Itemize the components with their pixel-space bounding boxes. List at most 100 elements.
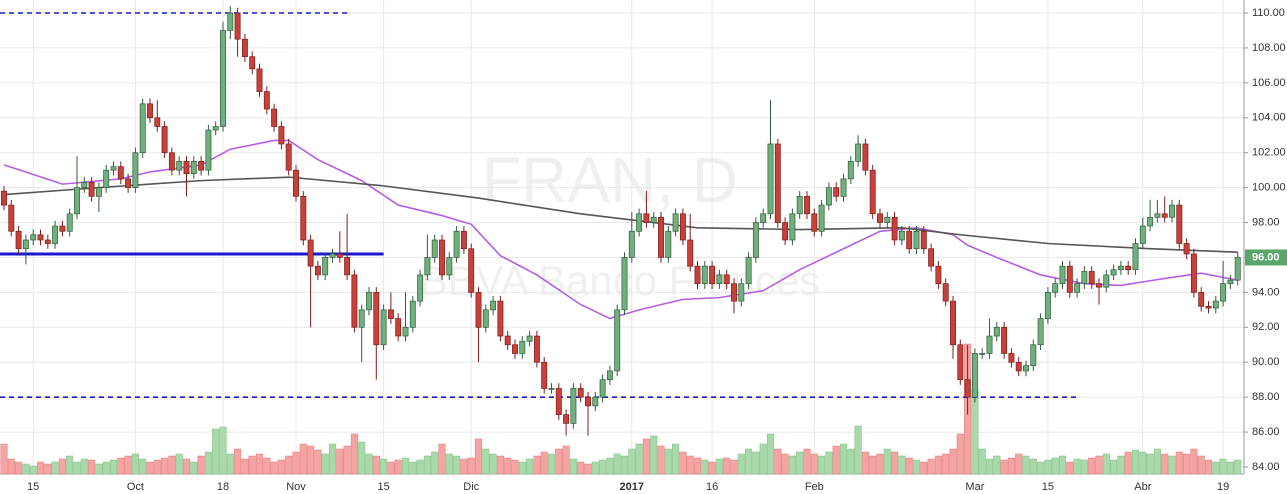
candle-body [227,12,234,31]
volume-bar [927,458,935,475]
candle-body [650,216,657,223]
watermark: FRAN, D [482,144,738,216]
volume-bar [248,455,256,475]
volume-bar [752,451,760,475]
volume-bar [88,459,96,475]
candle-body [329,253,336,258]
volume-bar [533,455,541,475]
candle-body [825,187,832,206]
x-tick-label: Mar [965,481,984,493]
volume-bar [496,455,504,475]
candle-body [1052,283,1059,293]
volume-bar [36,461,45,475]
candle-body [774,143,781,223]
candle-body [395,318,402,337]
candle-body [30,234,37,241]
volume-bar [1146,453,1154,475]
candle-body [971,353,978,398]
candle-body [424,257,431,276]
volume-bar [942,453,950,475]
candle-body [636,213,643,232]
candle-body [687,239,694,267]
candle-body [263,91,270,110]
volume-bar [358,441,366,475]
candle-body [1096,283,1102,288]
candle-body [906,230,913,250]
volume-bar [7,458,15,475]
candle-body [168,152,175,171]
candle-body [402,326,409,337]
candle-body [935,265,942,285]
candle-body [504,335,511,346]
volume-bar [1102,453,1110,475]
candle-body [1198,292,1205,307]
candle-body [606,370,613,381]
watermark-subtitle: BBVA Banco Frances [420,257,821,304]
candle-body [1212,300,1219,309]
candle-body [533,335,540,363]
volume-bar [1110,459,1118,475]
volume-bar [591,461,599,475]
candle-body [658,216,664,258]
volume-bar [343,445,351,475]
candle-body [139,103,146,154]
volume-bar [365,453,373,475]
candle-body [409,300,416,328]
volume-bar [1161,453,1169,475]
volume-bar [876,453,884,475]
y-tick-label: 100.00 [1252,182,1286,194]
candle-body [1117,265,1124,271]
volume-bar [715,458,723,475]
candle-body [621,257,628,311]
volume-bar [861,451,869,475]
candle-body [256,68,263,92]
candle-body [1008,353,1015,363]
volume-bar [285,455,293,475]
candle-body [592,396,599,407]
candle-body [913,230,920,250]
candle-body [66,213,73,232]
volume-bar [737,453,745,475]
candle-body [1088,271,1095,285]
volume-bar [73,461,81,475]
candle-body [1190,253,1197,293]
candle-body [103,169,110,188]
candle-body [1161,213,1168,218]
candle-body [380,309,387,346]
candle-body [752,222,759,258]
volume-bar [1015,453,1023,475]
volume-bar [745,448,753,475]
candle-body [453,230,460,258]
candle-body [1037,318,1044,346]
candle-body [585,396,591,407]
candle-body [154,117,161,127]
volume-bar [409,461,417,475]
candle-body [475,292,482,328]
volume-bar [182,458,191,475]
candle-body [52,225,59,244]
volume-bar [672,443,680,475]
candle-body [1234,257,1241,281]
candle-body [862,143,869,171]
volume-bar [15,461,23,475]
candle-body [1001,326,1008,354]
candle-body [344,257,351,276]
volume-bar [562,445,570,475]
candle-body [8,204,15,232]
volume-bar [314,449,322,475]
x-tick-label: Dic [463,481,479,493]
candle-body [804,195,810,215]
candle-body [796,195,803,215]
volume-bar [635,443,643,475]
volume-bar [1168,455,1176,475]
volume-bar [66,455,74,475]
candle-body [957,344,964,381]
candle-body [1154,213,1161,218]
candle-body [1103,274,1110,288]
volume-bar [445,453,453,475]
volume-bar [1095,455,1103,475]
candle-body [132,152,139,188]
y-tick-label: 104.00 [1252,112,1286,124]
